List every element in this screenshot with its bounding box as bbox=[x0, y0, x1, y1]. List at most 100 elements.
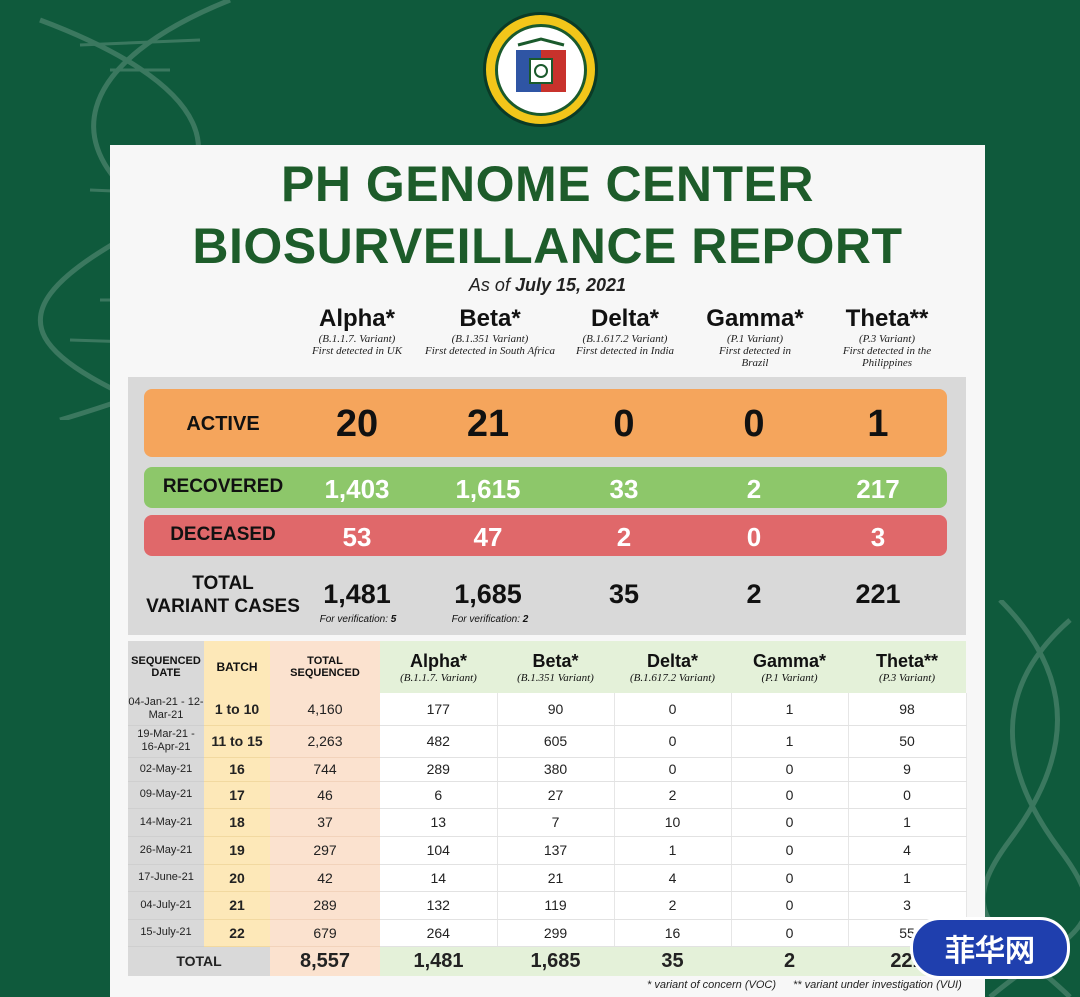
total-beta: 1,685 bbox=[454, 579, 522, 609]
header-delta: Delta* (B.1.617.2 Variant) bbox=[614, 641, 731, 693]
row-gamma-count: 0 bbox=[731, 891, 849, 920]
row-theta-count: 1 bbox=[848, 864, 967, 892]
total-row-gamma: 2 bbox=[731, 946, 848, 976]
table-row: 17-June-21 20 42 14 21 4 0 1 bbox=[128, 864, 967, 892]
total-row-delta: 35 bbox=[614, 946, 731, 976]
row-sequenced-date: 02-May-21 bbox=[128, 757, 204, 782]
header-gamma: Gamma* (P.1 Variant) bbox=[731, 641, 848, 693]
row-alpha-count: 104 bbox=[380, 836, 498, 865]
row-delta-count: 2 bbox=[614, 891, 732, 920]
row-delta-count: 0 bbox=[614, 725, 732, 758]
table-total-row: TOTAL 8,557 1,481 1,685 35 2 221 bbox=[128, 946, 966, 976]
row-gamma-count: 0 bbox=[731, 808, 849, 837]
recovered-bar bbox=[144, 467, 947, 508]
row-beta-count: 137 bbox=[497, 836, 615, 865]
row-theta-count: 3 bbox=[848, 891, 967, 920]
row-alpha-count: 14 bbox=[380, 864, 498, 892]
total-variant-cases-label-2: VARIANT CASES bbox=[146, 596, 300, 617]
report-title-line-2: BIOSURVEILLANCE REPORT bbox=[192, 218, 903, 274]
total-row-sequenced: 8,557 bbox=[270, 946, 380, 976]
row-sequenced-date: 15-July-21 bbox=[128, 919, 204, 947]
recovered-alpha: 1,403 bbox=[324, 474, 390, 504]
row-theta-count: 98 bbox=[848, 693, 967, 726]
row-gamma-count: 0 bbox=[731, 836, 849, 865]
total-variant-cases-label-1: TOTAL bbox=[192, 573, 254, 594]
table-row: 19-Mar-21 - 16-Apr-21 11 to 15 2,263 482 605… bbox=[128, 725, 967, 758]
row-theta-count: 4 bbox=[848, 836, 967, 865]
active-beta: 21 bbox=[466, 403, 510, 445]
row-sequenced-date: 19-Mar-21 - 16-Apr-21 bbox=[128, 725, 204, 758]
table-row: 02-May-21 16 744 289 380 0 0 9 bbox=[128, 757, 967, 782]
row-delta-count: 0 bbox=[614, 693, 732, 726]
row-sequenced-date: 14-May-21 bbox=[128, 808, 204, 837]
row-theta-count: 0 bbox=[848, 781, 967, 809]
total-row-beta: 1,685 bbox=[497, 946, 614, 976]
department-of-health-seal bbox=[483, 12, 598, 127]
row-delta-count: 1 bbox=[614, 836, 732, 865]
deceased-beta: 47 bbox=[473, 522, 503, 552]
row-delta-count: 2 bbox=[614, 781, 732, 809]
row-batch: 19 bbox=[204, 836, 270, 865]
total-alpha: 1,481 bbox=[323, 579, 391, 609]
row-beta-count: 27 bbox=[497, 781, 615, 809]
row-beta-count: 90 bbox=[497, 693, 615, 726]
variant-header-gamma: Gamma* (P.1 Variant) First detected in B… bbox=[706, 305, 804, 369]
recovered-delta: 33 bbox=[609, 474, 639, 504]
active-alpha: 20 bbox=[335, 403, 379, 445]
recovered-gamma: 2 bbox=[746, 474, 762, 504]
summary-panel: ACTIVE 20 21 0 0 1 RECOVERED 1,403 1,615… bbox=[128, 377, 966, 635]
row-theta-count: 1 bbox=[848, 808, 967, 837]
row-batch: 22 bbox=[204, 919, 270, 947]
recovered-theta: 217 bbox=[856, 474, 900, 504]
recovered-beta: 1,615 bbox=[455, 474, 521, 504]
row-sequenced-date: 26-May-21 bbox=[128, 836, 204, 865]
row-gamma-count: 0 bbox=[731, 864, 849, 892]
row-sequenced-date: 04-July-21 bbox=[128, 891, 204, 920]
row-theta-count: 9 bbox=[848, 757, 967, 782]
active-bar bbox=[144, 389, 947, 457]
deceased-delta: 2 bbox=[616, 522, 632, 552]
variant-header-theta: Theta** (P.3 Variant) First detected in … bbox=[842, 305, 932, 369]
footnote-voc: * variant of concern (VOC) bbox=[647, 979, 776, 991]
row-batch: 11 to 15 bbox=[204, 725, 270, 758]
sequencing-table-body: 04-Jan-21 - 12-Mar-21 1 to 10 4,160 177 90 0 1… bbox=[128, 693, 967, 976]
report-card: PH GENOME CENTER BIOSURVEILLANCE REPORT … bbox=[110, 145, 985, 997]
row-sequenced-date: 09-May-21 bbox=[128, 781, 204, 809]
row-alpha-count: 13 bbox=[380, 808, 498, 837]
verification-note-beta: For verification: 2 bbox=[451, 614, 529, 625]
table-row: 14-May-21 18 37 13 7 10 0 1 bbox=[128, 808, 967, 837]
header-sequenced-date: SEQUENCED DATE bbox=[128, 641, 204, 693]
row-total-sequenced: 42 bbox=[270, 864, 380, 892]
row-beta-count: 7 bbox=[497, 808, 615, 837]
total-row-label: TOTAL bbox=[128, 946, 270, 976]
deceased-alpha: 53 bbox=[342, 522, 372, 552]
table-row: 04-Jan-21 - 12-Mar-21 1 to 10 4,160 177 90 0 1… bbox=[128, 693, 967, 726]
header-alpha: Alpha* (B.1.1.7. Variant) bbox=[380, 641, 497, 693]
verification-note-alpha: For verification: 5 bbox=[319, 614, 397, 625]
row-alpha-count: 177 bbox=[380, 693, 498, 726]
row-gamma-count: 1 bbox=[731, 725, 849, 758]
variant-header-alpha: Alpha* (B.1.1.7. Variant) First detected… bbox=[311, 305, 403, 357]
report-title-line-1: PH GENOME CENTER bbox=[280, 156, 815, 212]
sequencing-table-panel: SEQUENCED DATE BATCH TOTAL SEQUENCED Alp… bbox=[128, 641, 967, 976]
row-batch: 16 bbox=[204, 757, 270, 782]
footnote-vui: ** variant under investigation (VUI) bbox=[793, 979, 962, 991]
total-gamma: 2 bbox=[746, 579, 762, 609]
row-delta-count: 16 bbox=[614, 919, 732, 947]
variant-header-beta: Beta* (B.1.351 Variant) First detected i… bbox=[425, 305, 555, 357]
row-beta-count: 299 bbox=[497, 919, 615, 947]
row-total-sequenced: 4,160 bbox=[270, 693, 380, 726]
row-beta-count: 119 bbox=[497, 891, 615, 920]
header-batch: BATCH bbox=[204, 641, 270, 693]
row-alpha-count: 482 bbox=[380, 725, 498, 758]
total-row-alpha: 1,481 bbox=[380, 946, 497, 976]
active-label: ACTIVE bbox=[186, 413, 260, 435]
recovered-label: RECOVERED bbox=[162, 476, 284, 497]
row-theta-count: 50 bbox=[848, 725, 967, 758]
header-theta: Theta** (P.3 Variant) bbox=[848, 641, 966, 693]
row-delta-count: 10 bbox=[614, 808, 732, 837]
deceased-gamma: 0 bbox=[746, 522, 762, 552]
table-row: 04-July-21 21 289 132 119 2 0 3 bbox=[128, 891, 967, 920]
row-total-sequenced: 37 bbox=[270, 808, 380, 837]
row-batch: 21 bbox=[204, 891, 270, 920]
